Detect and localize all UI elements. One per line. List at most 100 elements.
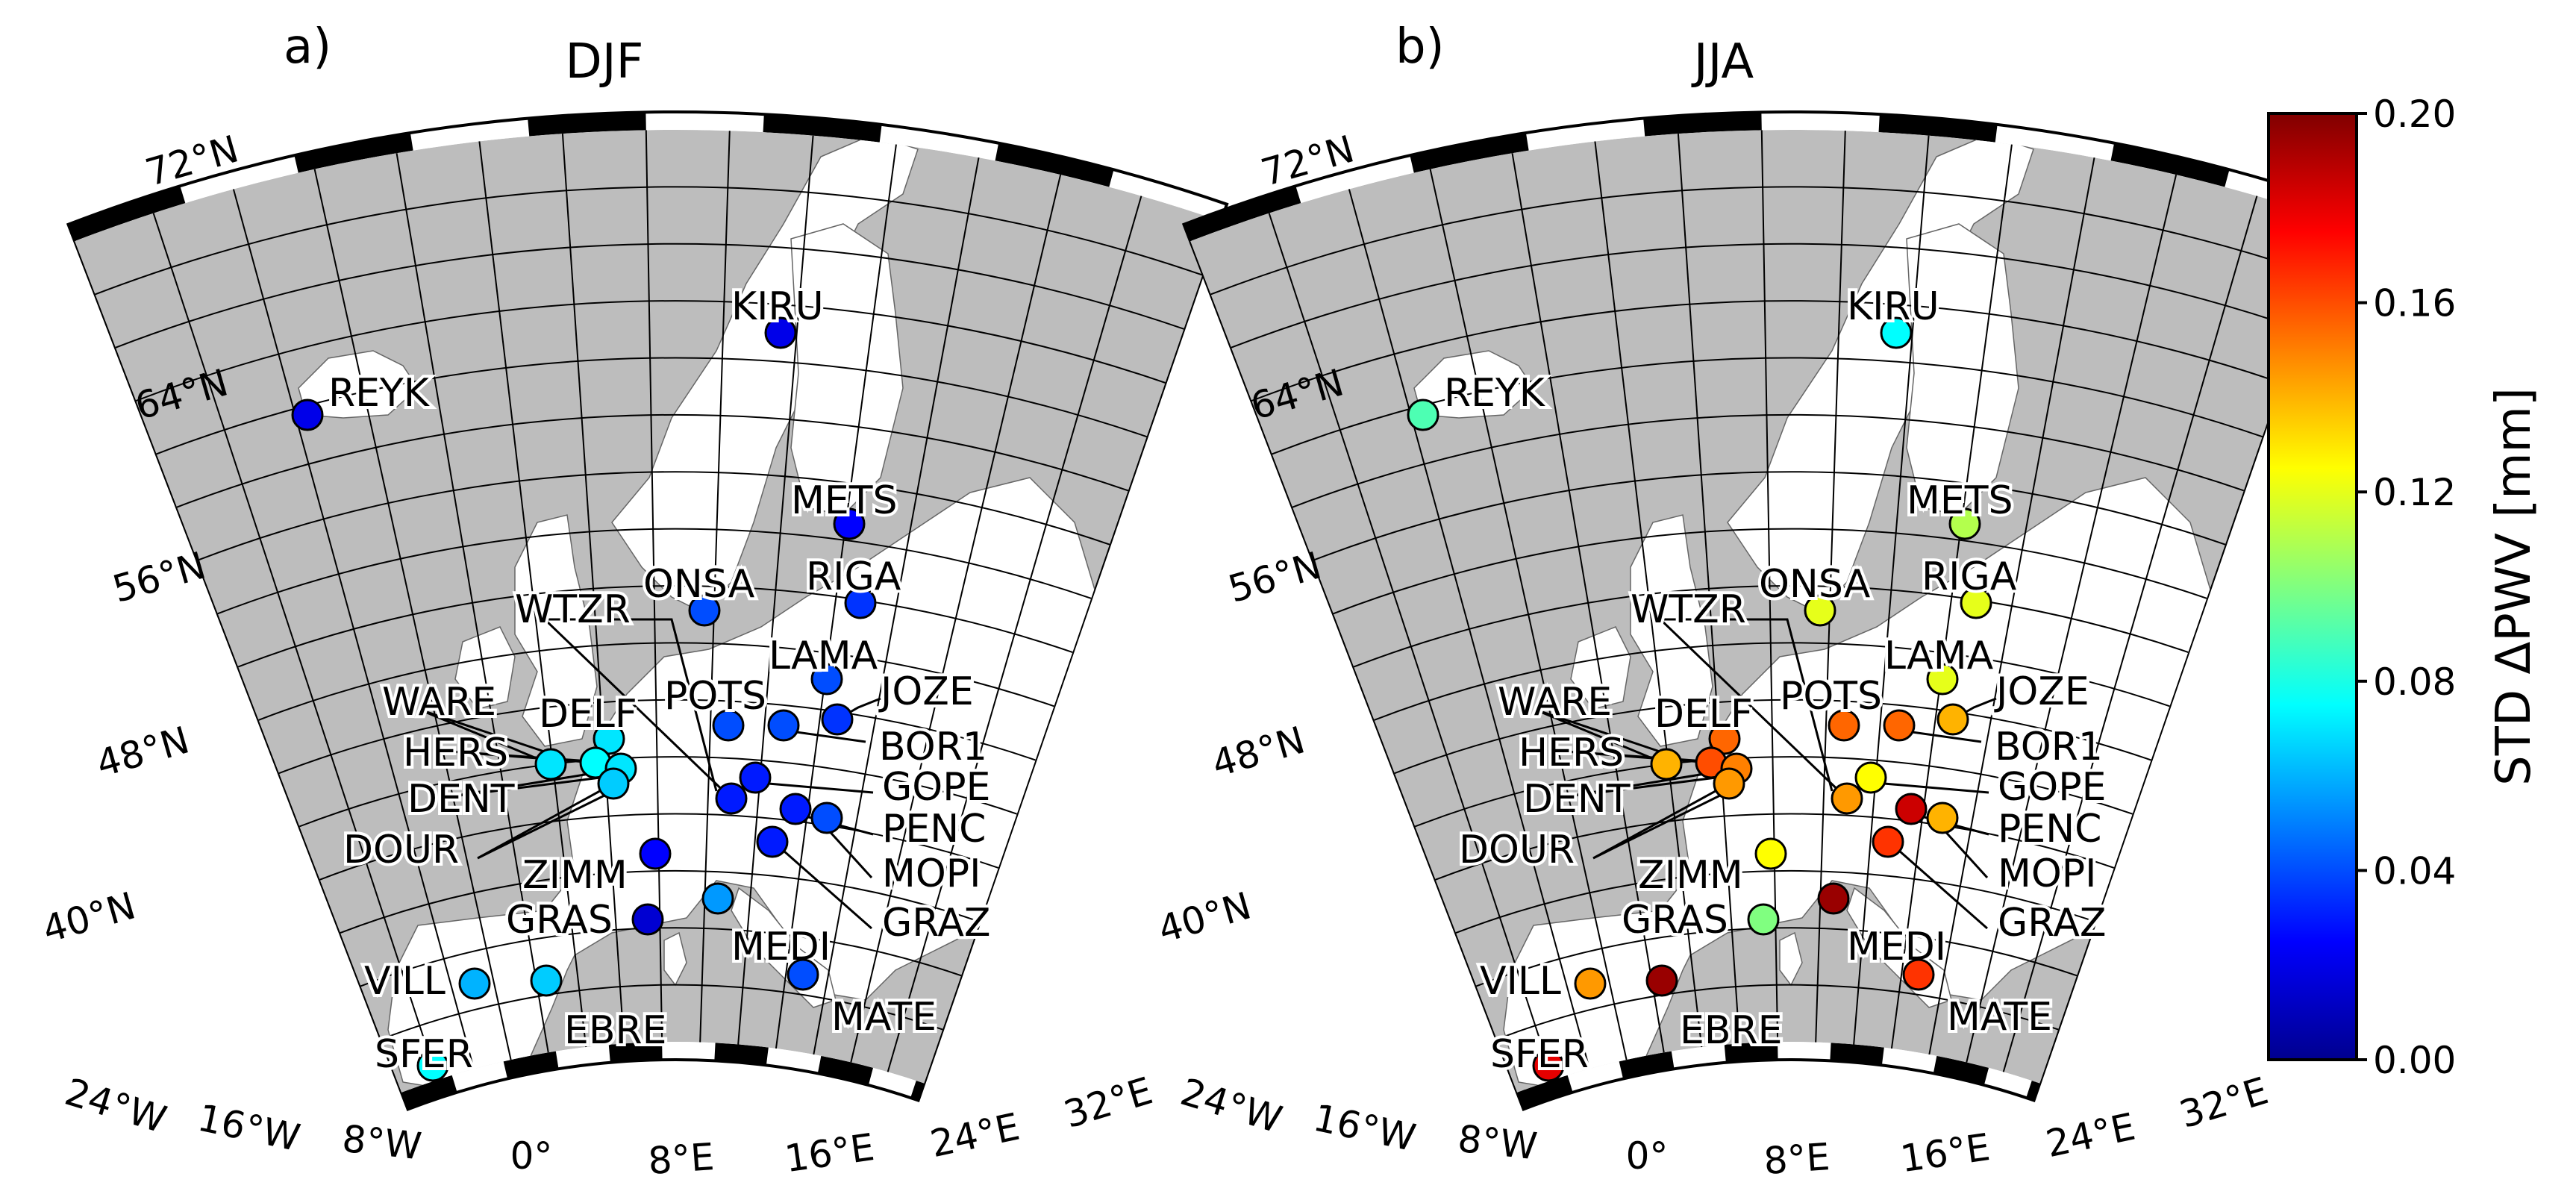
colorbar-gradient [2267,112,2358,1061]
longitude-label: 16°W [194,1096,304,1160]
colorbar-tick-label: 0.08 [2373,660,2456,704]
meridian-line [736,129,816,1063]
station-label: RIGA [1922,554,2017,599]
station-marker [1817,882,1850,915]
colorbar-tick-label: 0.16 [2373,282,2456,325]
longitude-label: 32°E [2175,1069,2273,1137]
frame-segment [714,1043,769,1066]
station-label: BOR1 [879,725,987,769]
station-label: METS [791,478,898,523]
station-label: GRAS [1622,898,1728,943]
frame-segment [68,186,186,242]
station-label: GRAZ [882,901,991,946]
frame-segment [1830,1043,1884,1066]
longitude-label: 24°W [60,1070,171,1142]
land-shape [663,931,687,987]
station-leader-line [477,782,614,860]
meridian-line [1998,178,2263,1090]
station-marker [1883,709,1916,742]
station-marker [1532,1049,1565,1082]
station-label: RIGA [806,554,901,599]
meridian-line [1425,151,1631,1078]
longitude-label: 8°W [1456,1117,1539,1169]
station-label: WTZR [1631,587,1746,632]
land-shape [1779,931,1803,987]
frame-segment [1643,112,1762,137]
station-marker [764,316,797,349]
longitude-label: 16°E [1898,1125,1992,1181]
station-marker [1574,967,1607,1000]
panel-season-title: JJA [1691,34,1754,90]
colorbar: 0.20 0.16 0.12 0.08 0.04 0.00 STD ΔPWV [mm] [2267,93,2542,1082]
meridian-line [560,129,626,1062]
station-label: HERS [403,731,508,775]
station-label: KIRU [1847,284,1939,329]
frame-segment [294,132,413,173]
land-shape [790,223,904,516]
station-label: REYK [328,371,431,416]
station-marker [593,722,625,755]
colorbar-label: STD ΔPWV [mm] [2486,387,2542,786]
land-shape [1906,223,2019,516]
station-label: PENC [1998,807,2101,852]
station-leader-line [1592,782,1730,860]
station-marker [1713,767,1745,800]
meridian-line [1925,140,2098,1072]
station-marker [688,594,721,627]
map-area [66,110,1229,1112]
colorbar-tick-label: 0.04 [2373,849,2456,893]
meridian-line [147,196,444,1093]
station-marker [833,507,866,540]
longitude-label: 0° [1626,1134,1669,1178]
station-marker [458,967,491,1000]
station-label: ZIMM [1638,853,1743,898]
station-label: ZIMM [522,853,628,898]
meridian-line [393,135,552,1071]
meridian-line [1592,129,1705,1065]
meridian-line [228,172,480,1087]
meridian-line [810,140,983,1072]
station-label: METS [1907,478,2013,523]
station-marker [530,964,563,997]
latitude-label: 40°N [38,884,140,951]
meridian-line [645,129,663,1060]
meridian-line [1760,129,1779,1060]
frame-segment [1878,114,1998,143]
station-label: GOPE [1998,765,2106,810]
station-marker [639,837,672,870]
frame-segment [2110,143,2230,187]
latitude-label: 48°N [92,718,194,785]
station-marker [1650,748,1683,781]
station-label: JOZE [878,669,974,714]
meridian-line [772,129,900,1066]
station-marker [1936,703,1969,736]
frame-segment [1184,186,1301,242]
meridian-line [1676,129,1742,1062]
station-leader-line [542,618,733,800]
longitude-label: 16°E [782,1125,877,1181]
panel-letter: a) [284,19,331,75]
station-leader-line [1657,618,1848,800]
station-label: EBRE [1680,1008,1783,1053]
station-label: ONSA [1759,562,1871,607]
station-marker [1960,587,1992,619]
station-leader-line [417,707,551,766]
station-marker [1902,958,1935,991]
station-label: PENC [882,807,986,852]
station-marker [631,903,664,936]
station-label: WARE [1498,680,1612,725]
station-label: LAMA [769,634,878,678]
station-label: GRAS [506,898,613,943]
latitude-label: 56°N [108,543,210,610]
station-marker [756,825,789,858]
meridian-line [476,129,590,1065]
station-label: VILL [1480,959,1561,1004]
station-marker [1828,709,1860,742]
latitude-label: 40°N [1154,884,1256,951]
colorbar-tick-label: 0.12 [2373,471,2456,514]
land-shape [454,626,516,710]
frame-segment [528,112,646,137]
longitude-label: 8°W [340,1117,424,1169]
